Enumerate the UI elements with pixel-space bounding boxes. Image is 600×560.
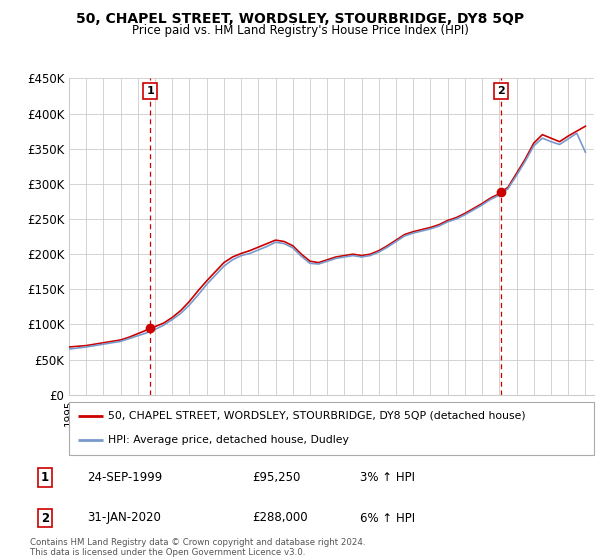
Text: 2: 2 (497, 86, 505, 96)
Text: 50, CHAPEL STREET, WORDSLEY, STOURBRIDGE, DY8 5QP (detached house): 50, CHAPEL STREET, WORDSLEY, STOURBRIDGE… (109, 411, 526, 421)
Text: HPI: Average price, detached house, Dudley: HPI: Average price, detached house, Dudl… (109, 435, 349, 445)
Text: Price paid vs. HM Land Registry's House Price Index (HPI): Price paid vs. HM Land Registry's House … (131, 24, 469, 37)
Text: 31-JAN-2020: 31-JAN-2020 (87, 511, 161, 525)
Text: 50, CHAPEL STREET, WORDSLEY, STOURBRIDGE, DY8 5QP: 50, CHAPEL STREET, WORDSLEY, STOURBRIDGE… (76, 12, 524, 26)
Text: 2: 2 (41, 511, 49, 525)
Text: Contains HM Land Registry data © Crown copyright and database right 2024.
This d: Contains HM Land Registry data © Crown c… (30, 538, 365, 557)
Text: 6% ↑ HPI: 6% ↑ HPI (360, 511, 415, 525)
Text: 3% ↑ HPI: 3% ↑ HPI (360, 470, 415, 484)
Text: £288,000: £288,000 (252, 511, 308, 525)
Text: 1: 1 (146, 86, 154, 96)
FancyBboxPatch shape (69, 402, 594, 455)
Text: £95,250: £95,250 (252, 470, 301, 484)
Text: 24-SEP-1999: 24-SEP-1999 (87, 470, 162, 484)
Text: 1: 1 (41, 470, 49, 484)
